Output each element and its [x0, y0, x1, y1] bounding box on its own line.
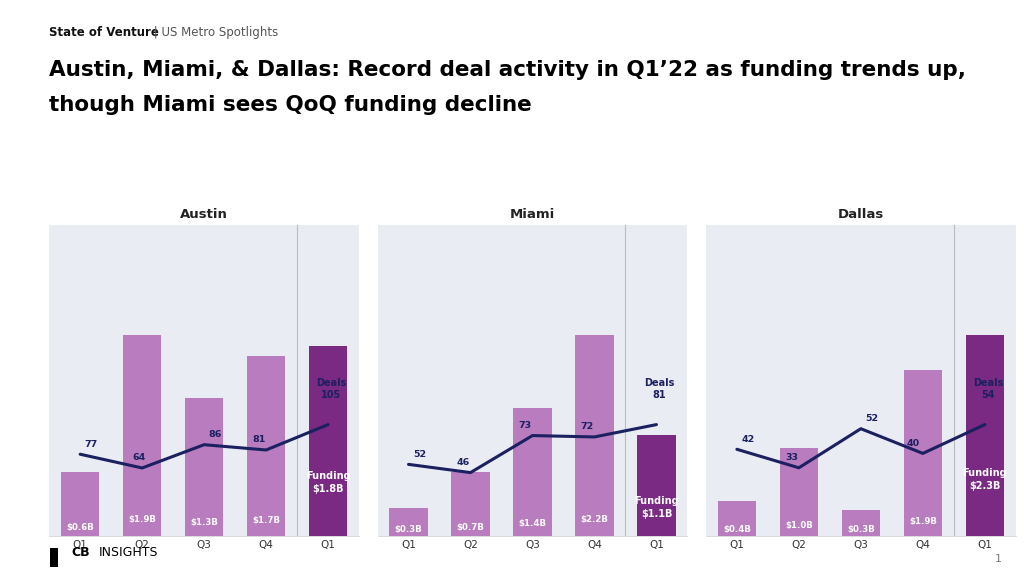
Bar	[61, 472, 99, 536]
Text: $2.2B: $2.2B	[581, 514, 608, 524]
Text: $0.7B: $0.7B	[457, 523, 484, 532]
Text: CB: CB	[72, 547, 90, 559]
Text: $1.3B: $1.3B	[190, 518, 218, 528]
Text: 52: 52	[865, 414, 879, 423]
Bar	[452, 472, 489, 536]
Text: 40: 40	[907, 439, 921, 448]
Text: 42: 42	[741, 435, 755, 444]
FancyBboxPatch shape	[50, 548, 58, 567]
Text: $0.3B: $0.3B	[847, 525, 874, 534]
Text: $1.0B: $1.0B	[785, 521, 813, 530]
Bar	[637, 435, 676, 536]
Title: Austin: Austin	[180, 208, 228, 221]
Text: 52: 52	[413, 450, 426, 459]
Text: 73: 73	[518, 421, 531, 430]
Text: Deals
81: Deals 81	[644, 378, 675, 400]
Text: | US Metro Spotlights: | US Metro Spotlights	[150, 26, 278, 39]
Title: Miami: Miami	[510, 208, 555, 221]
Text: Funding
$1.8B: Funding $1.8B	[306, 471, 350, 494]
Text: 81: 81	[252, 435, 265, 445]
Text: $1.4B: $1.4B	[518, 519, 547, 528]
Text: INSIGHTS: INSIGHTS	[98, 547, 158, 559]
Bar	[389, 508, 428, 536]
Text: Deals
54: Deals 54	[973, 378, 1004, 400]
Text: 72: 72	[581, 422, 594, 431]
Bar	[513, 408, 552, 536]
Bar	[718, 501, 756, 536]
Bar	[575, 335, 613, 536]
Text: $1.7B: $1.7B	[252, 516, 281, 525]
Text: 86: 86	[209, 430, 222, 439]
Title: Dallas: Dallas	[838, 208, 884, 221]
Text: 64: 64	[132, 453, 145, 463]
Text: 33: 33	[785, 453, 798, 462]
Bar	[779, 449, 818, 536]
Bar	[123, 335, 162, 536]
Text: 1: 1	[994, 555, 1001, 564]
Bar	[903, 370, 942, 536]
Bar	[966, 335, 1004, 536]
Text: $0.3B: $0.3B	[394, 525, 422, 534]
Text: $0.4B: $0.4B	[723, 525, 751, 533]
Text: $0.6B: $0.6B	[67, 523, 94, 532]
Bar	[247, 356, 286, 536]
Text: 77: 77	[85, 439, 98, 449]
Bar	[842, 510, 880, 536]
Bar	[185, 399, 223, 536]
Text: Deals
105: Deals 105	[316, 378, 346, 400]
Text: Funding
$2.3B: Funding $2.3B	[963, 468, 1008, 491]
Text: Funding
$1.1B: Funding $1.1B	[634, 496, 679, 519]
Text: State of Venture: State of Venture	[49, 26, 159, 39]
Text: $1.9B: $1.9B	[909, 517, 937, 526]
Text: $1.9B: $1.9B	[128, 514, 156, 524]
Bar	[309, 346, 347, 536]
Text: Austin, Miami, & Dallas: Record deal activity in Q1’22 as funding trends up,: Austin, Miami, & Dallas: Record deal act…	[49, 60, 967, 81]
Text: 46: 46	[457, 458, 470, 467]
Text: though Miami sees QoQ funding decline: though Miami sees QoQ funding decline	[49, 95, 531, 115]
